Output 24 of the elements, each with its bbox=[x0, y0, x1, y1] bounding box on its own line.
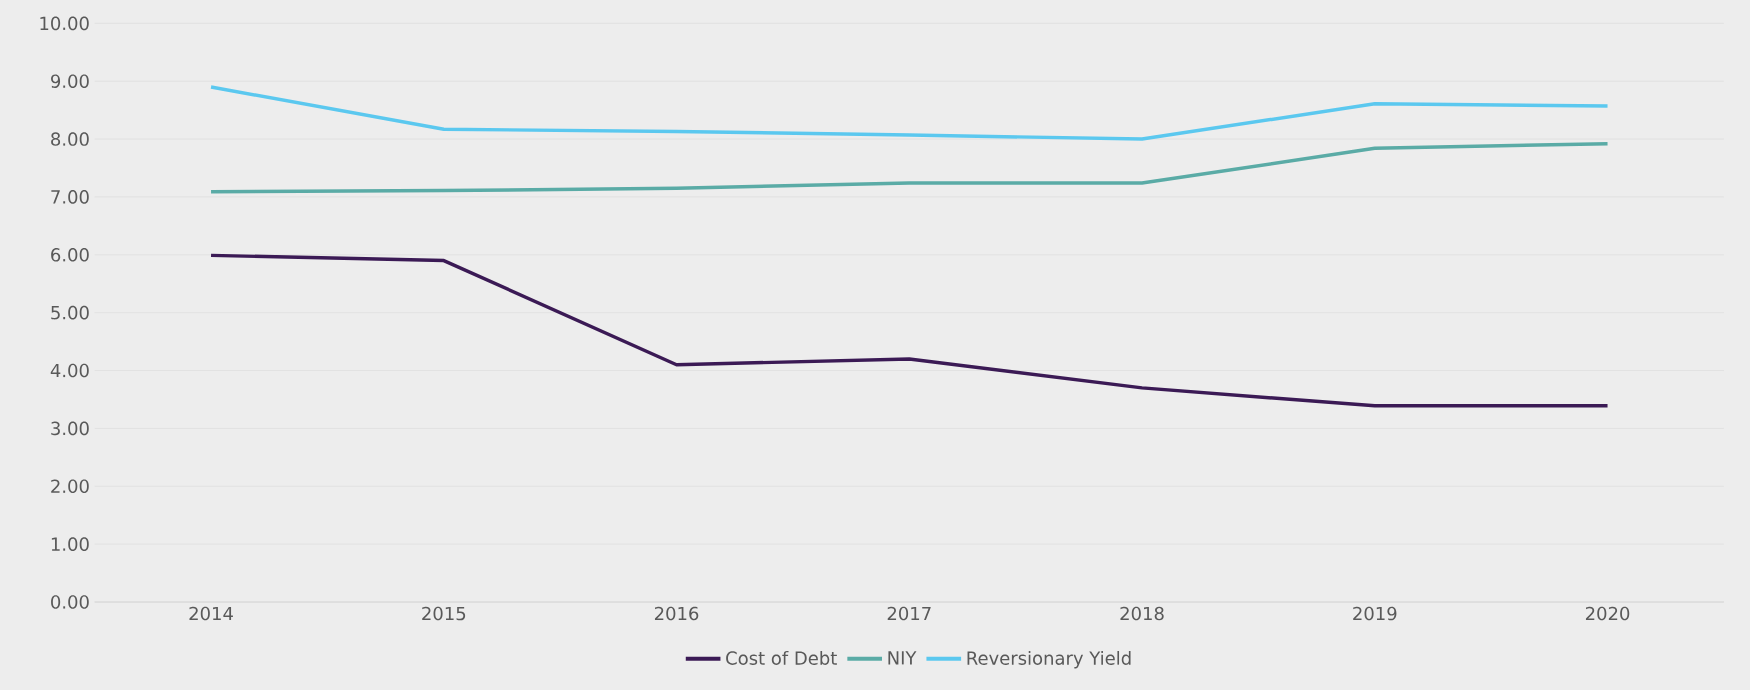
y-tick-label: 5.00 bbox=[51, 305, 89, 320]
x-tick-label: 2016 bbox=[654, 606, 699, 621]
y-tick-label: 0.00 bbox=[51, 595, 89, 609]
legend-label: NIY bbox=[888, 651, 917, 665]
y-tick-label: 4.00 bbox=[50, 363, 89, 378]
x-tick-label: 2020 bbox=[1585, 606, 1630, 621]
y-tick-label: 6.00 bbox=[51, 247, 89, 262]
y-tick-label: 8.00 bbox=[51, 132, 89, 146]
x-tick-label: 2014 bbox=[189, 606, 233, 621]
y-tick-label: 2.00 bbox=[51, 479, 89, 494]
line-series bbox=[209, 85, 1610, 141]
y-tick-label: 1.00 bbox=[51, 537, 89, 551]
line-series bbox=[209, 141, 1610, 194]
legend-label: Cost of Debt bbox=[726, 651, 837, 665]
x-tick-label: 2018 bbox=[1120, 606, 1164, 621]
x-tick-label: 2015 bbox=[422, 606, 466, 621]
legend-label: Reversionary Yield bbox=[967, 651, 1131, 669]
y-tick-label: 7.00 bbox=[51, 190, 89, 204]
y-tick-label: 3.00 bbox=[51, 421, 89, 436]
x-tick-label: 2017 bbox=[887, 606, 931, 621]
y-tick-label: 9.00 bbox=[51, 74, 89, 88]
x-tick-label: 2019 bbox=[1353, 606, 1397, 621]
y-tick-label: 10.00 bbox=[40, 16, 89, 31]
line-series bbox=[209, 253, 1610, 408]
